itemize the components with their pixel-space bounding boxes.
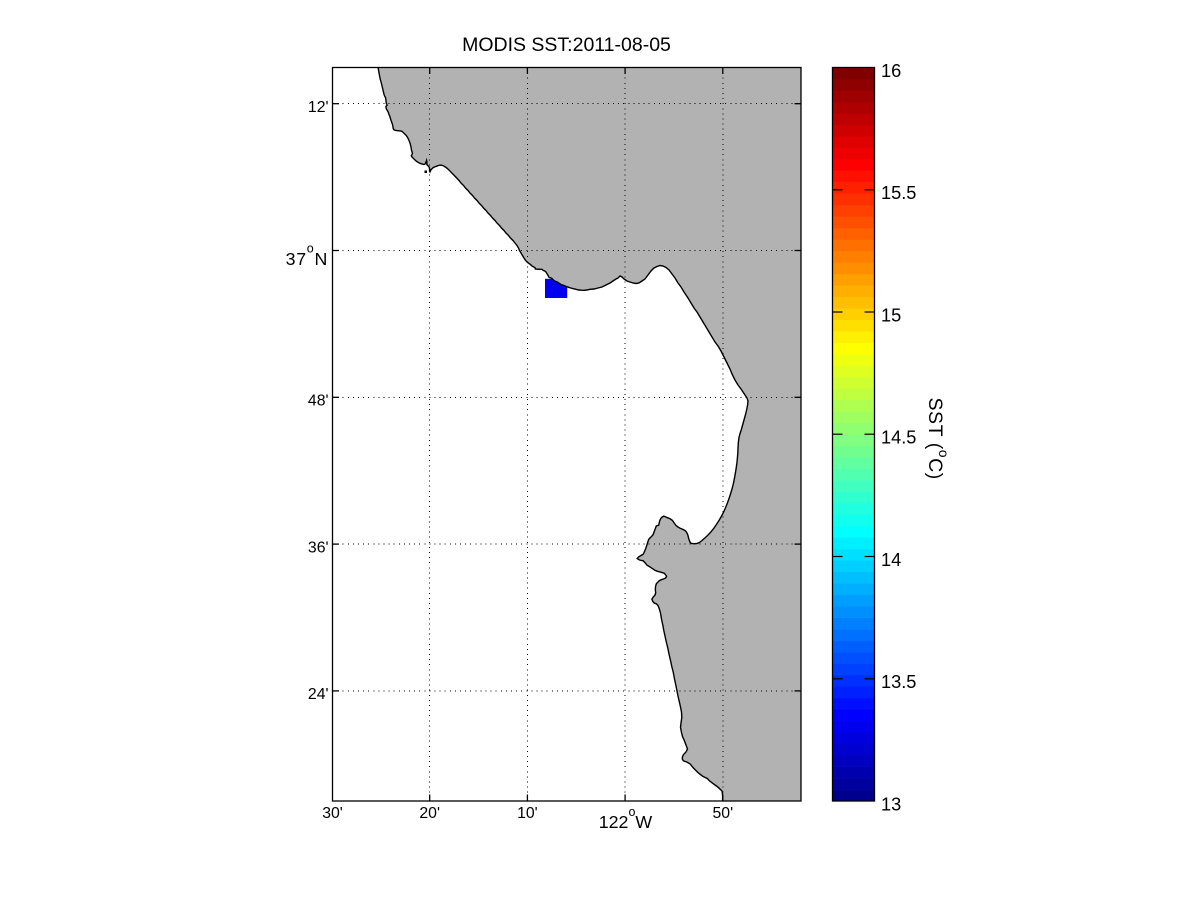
svg-text:12': 12'	[308, 99, 329, 116]
svg-text:13: 13	[881, 794, 901, 814]
svg-text:16: 16	[881, 61, 901, 81]
svg-text:14: 14	[881, 550, 901, 570]
svg-text:20': 20'	[419, 805, 440, 822]
svg-text:13.5: 13.5	[881, 672, 916, 692]
svg-text:10': 10'	[517, 805, 538, 822]
svg-text:50': 50'	[713, 805, 734, 822]
svg-text:24': 24'	[308, 686, 329, 703]
svg-text:MODIS SST:2011-08-05: MODIS SST:2011-08-05	[462, 34, 671, 56]
svg-text:36': 36'	[308, 539, 329, 556]
svg-text:15.5: 15.5	[881, 183, 916, 203]
svg-text:30': 30'	[322, 805, 343, 822]
svg-text:48': 48'	[308, 393, 329, 410]
svg-text:15: 15	[881, 305, 901, 325]
svg-text:14.5: 14.5	[881, 428, 916, 448]
